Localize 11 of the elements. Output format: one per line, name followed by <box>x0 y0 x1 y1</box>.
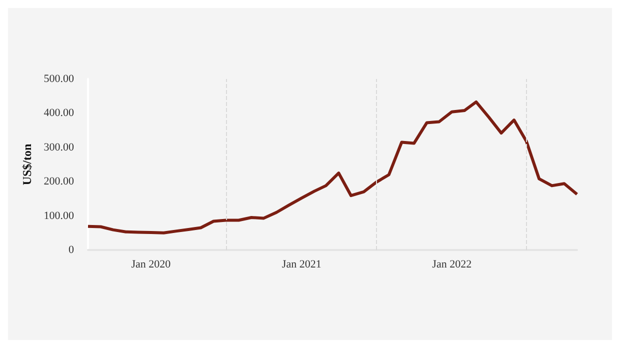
y-tick-label: 200.00 <box>44 176 74 188</box>
y-tick-label: 100.00 <box>44 210 74 222</box>
x-tick-label: Jan 2020 <box>131 258 172 270</box>
y-axis-title: US$/ton <box>20 144 34 186</box>
x-tick-label: Jan 2022 <box>432 258 472 270</box>
y-tick-label: 500.00 <box>44 73 74 85</box>
line-series <box>86 100 578 234</box>
x-tick-label: Jan 2021 <box>282 258 322 270</box>
y-tick-label: 300.00 <box>44 141 74 154</box>
y-tick-label: 0 <box>68 244 74 256</box>
y-tick-label: 400.00 <box>44 107 74 120</box>
